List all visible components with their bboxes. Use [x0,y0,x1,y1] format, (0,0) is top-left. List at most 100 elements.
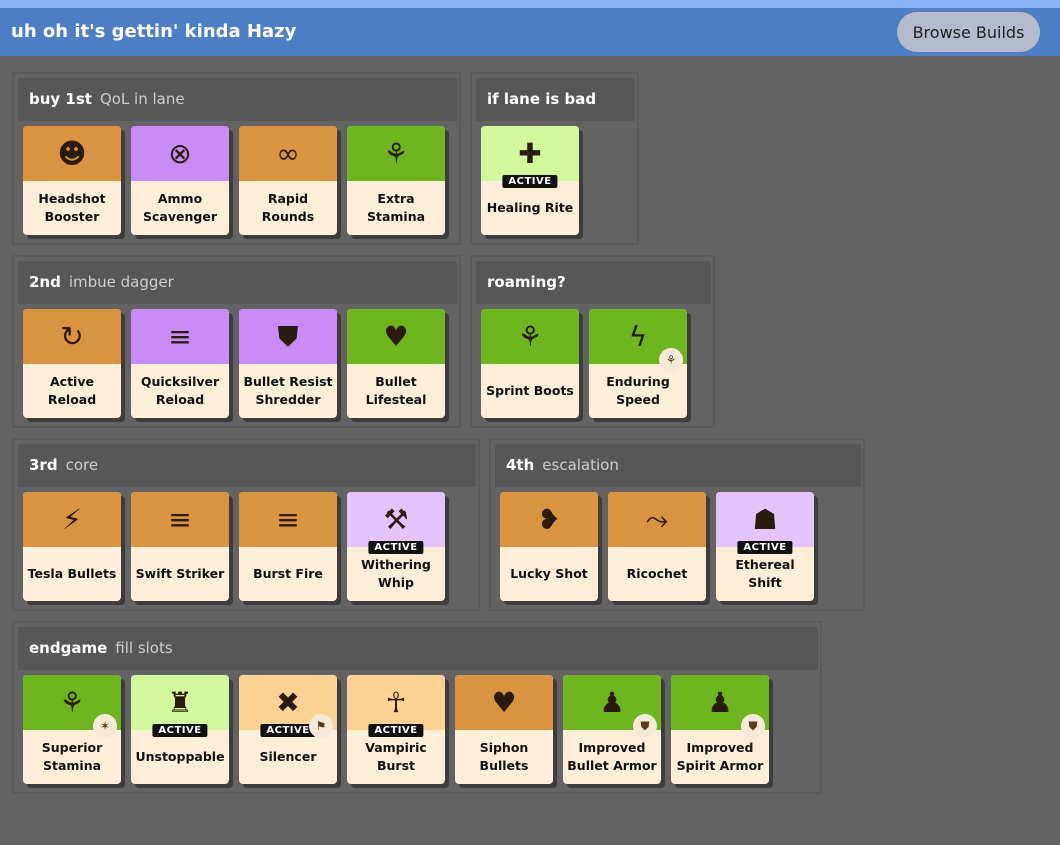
item-name: Ammo Scavenger [143,191,217,224]
item-card[interactable]: ♟ ⛊ Improved Spirit Armor [671,675,769,784]
ghost-icon: ☗ [752,503,778,536]
shield-icon: ⛊ [633,714,657,738]
item-name: Lucky Shot [510,566,588,581]
item-card[interactable]: ⚡ Tesla Bullets [23,492,121,601]
item-card[interactable]: ✚ ACTIVE Healing Rite [481,126,579,235]
armor-icon: ♟ [599,686,625,719]
header-bar: uh oh it's gettin' kinda Hazy Browse Bui… [0,8,1060,56]
item-card[interactable]: ⚒ ACTIVE Withering Whip [347,492,445,601]
item-name: Silencer [259,749,317,764]
item-name: Rapid Rounds [261,191,315,224]
item-card[interactable]: ≡ Burst Fire [239,492,337,601]
silencer-icon: ✖ [276,686,300,719]
section-note: imbue dagger [68,273,174,291]
item-name: Improved Bullet Armor [567,740,657,773]
item-card[interactable]: ♥ Bullet Lifesteal [347,309,445,418]
item-name: Healing Rite [486,200,574,215]
active-badge: ACTIVE [368,724,424,737]
item-name: Ricochet [626,566,688,581]
item-card[interactable]: ≡ Swift Striker [131,492,229,601]
item-icon-area: ≡ [131,492,229,547]
item-icon-area: ❥ [500,492,598,547]
boot-icon: ⚘ [383,137,409,170]
section-2nd: 2nd imbue dagger ↻ Active Reload ≡ Quicksilve… [12,255,461,428]
item-name: Siphon Bullets [479,740,529,773]
item-icon-area: ✚ ACTIVE [481,126,579,188]
item-name: Quicksilver Reload [140,374,220,407]
whip-icon: ⚒ [383,503,409,536]
gun-icon: ⚑ [309,714,333,738]
bullets-icon: ≡ [168,320,192,353]
item-card[interactable]: ⤳ Ricochet [608,492,706,601]
item-name: Bullet Resist Shredder [243,374,333,407]
item-card[interactable]: ☻ Headshot Booster [23,126,121,235]
section-note: fill slots [115,639,173,657]
item-card[interactable]: ≡ Quicksilver Reload [131,309,229,418]
item-icon-area: ♥ [455,675,553,730]
section-header: 4th escalation [495,444,861,487]
boot-icon: ⚘ [517,320,543,353]
item-icon-area: ⛊ [239,309,337,364]
item-card[interactable]: ϟ ⚘ Enduring Speed [589,309,687,418]
item-card[interactable]: ∞ Rapid Rounds [239,126,337,235]
item-card[interactable]: ⊗ Ammo Scavenger [131,126,229,235]
browse-builds-button[interactable]: Browse Builds [897,12,1040,52]
section-note: escalation [542,456,619,474]
item-name: Improved Spirit Armor [676,740,764,773]
item-card[interactable]: ↻ Active Reload [23,309,121,418]
item-name: Superior Stamina [41,740,103,773]
crosshair-icon: ⊗ [168,137,192,170]
item-card[interactable]: ♜ ACTIVE Unstoppable [131,675,229,784]
active-badge: ACTIVE [368,541,424,554]
item-card[interactable]: ☥ ACTIVE Vampiric Burst [347,675,445,784]
bullets-icon: ≡ [168,503,192,536]
section-4th: 4th escalation ❥ Lucky Shot ⤳ Ricochet ☗ ACTIVE… [489,438,865,611]
item-card[interactable]: ♥ Siphon Bullets [455,675,553,784]
section-name: buy 1st [29,90,92,108]
active-badge: ACTIVE [152,724,208,737]
head-icon: ☻ [57,137,87,170]
section-endgame: endgame fill slots ⚘ ✶ Superior Stamina ♜ ACTI… [12,621,822,794]
section-note: QoL in lane [99,90,185,108]
item-card[interactable]: ⛊ Bullet Resist Shredder [239,309,337,418]
item-icon-area: ♥ [347,309,445,364]
item-icon-area: ✖ ACTIVE ⚑ [239,675,337,738]
heart-icon: ♥ [383,320,409,353]
active-badge: ACTIVE [737,541,793,554]
item-name: Tesla Bullets [27,566,117,581]
ricochet-icon: ⤳ [645,502,669,536]
item-name: Unstoppable [135,749,225,764]
reload-icon: ↻ [60,320,84,353]
item-name: Burst Fire [253,566,323,581]
section-name: 2nd [29,273,61,291]
item-card[interactable]: ⚘ Sprint Boots [481,309,579,418]
item-name: Enduring Speed [606,374,670,407]
item-card[interactable]: ☗ ACTIVE Ethereal Shift [716,492,814,601]
item-icon-area: ≡ [239,492,337,547]
item-card[interactable]: ❥ Lucky Shot [500,492,598,601]
item-icon-area: ∞ [239,126,337,181]
vampire-icon: ☥ [385,686,407,719]
stamina-icon: ✶ [93,714,117,738]
heart-icon: ♥ [491,686,517,719]
item-name: Swift Striker [135,566,225,581]
item-name: Sprint Boots [486,383,574,398]
boot-icon: ⚘ [59,686,85,719]
item-card[interactable]: ⚘ Extra Stamina [347,126,445,235]
swirl-icon: ∞ [276,137,300,170]
section-header: 3rd core [18,444,476,487]
item-card[interactable]: ✖ ACTIVE ⚑ Silencer [239,675,337,784]
item-name: Ethereal Shift [735,557,795,590]
item-icon-area: ⚘ [481,309,579,364]
item-card[interactable]: ♟ ⛊ Improved Bullet Armor [563,675,661,784]
build-title: uh oh it's gettin' kinda Hazy [11,21,297,42]
section-name: 3rd [29,456,58,474]
lightning-bullet-icon: ⚡ [62,503,82,536]
item-icon-area: ⚘ ✶ [23,675,121,738]
item-card[interactable]: ⚘ ✶ Superior Stamina [23,675,121,784]
section-header: 2nd imbue dagger [18,261,457,304]
section-roaming-: roaming? ⚘ Sprint Boots ϟ ⚘ Enduring Speed [470,255,715,428]
section-header: roaming? [476,261,711,304]
item-icon-area: ≡ [131,309,229,364]
item-icon-area: ☗ ACTIVE [716,492,814,554]
